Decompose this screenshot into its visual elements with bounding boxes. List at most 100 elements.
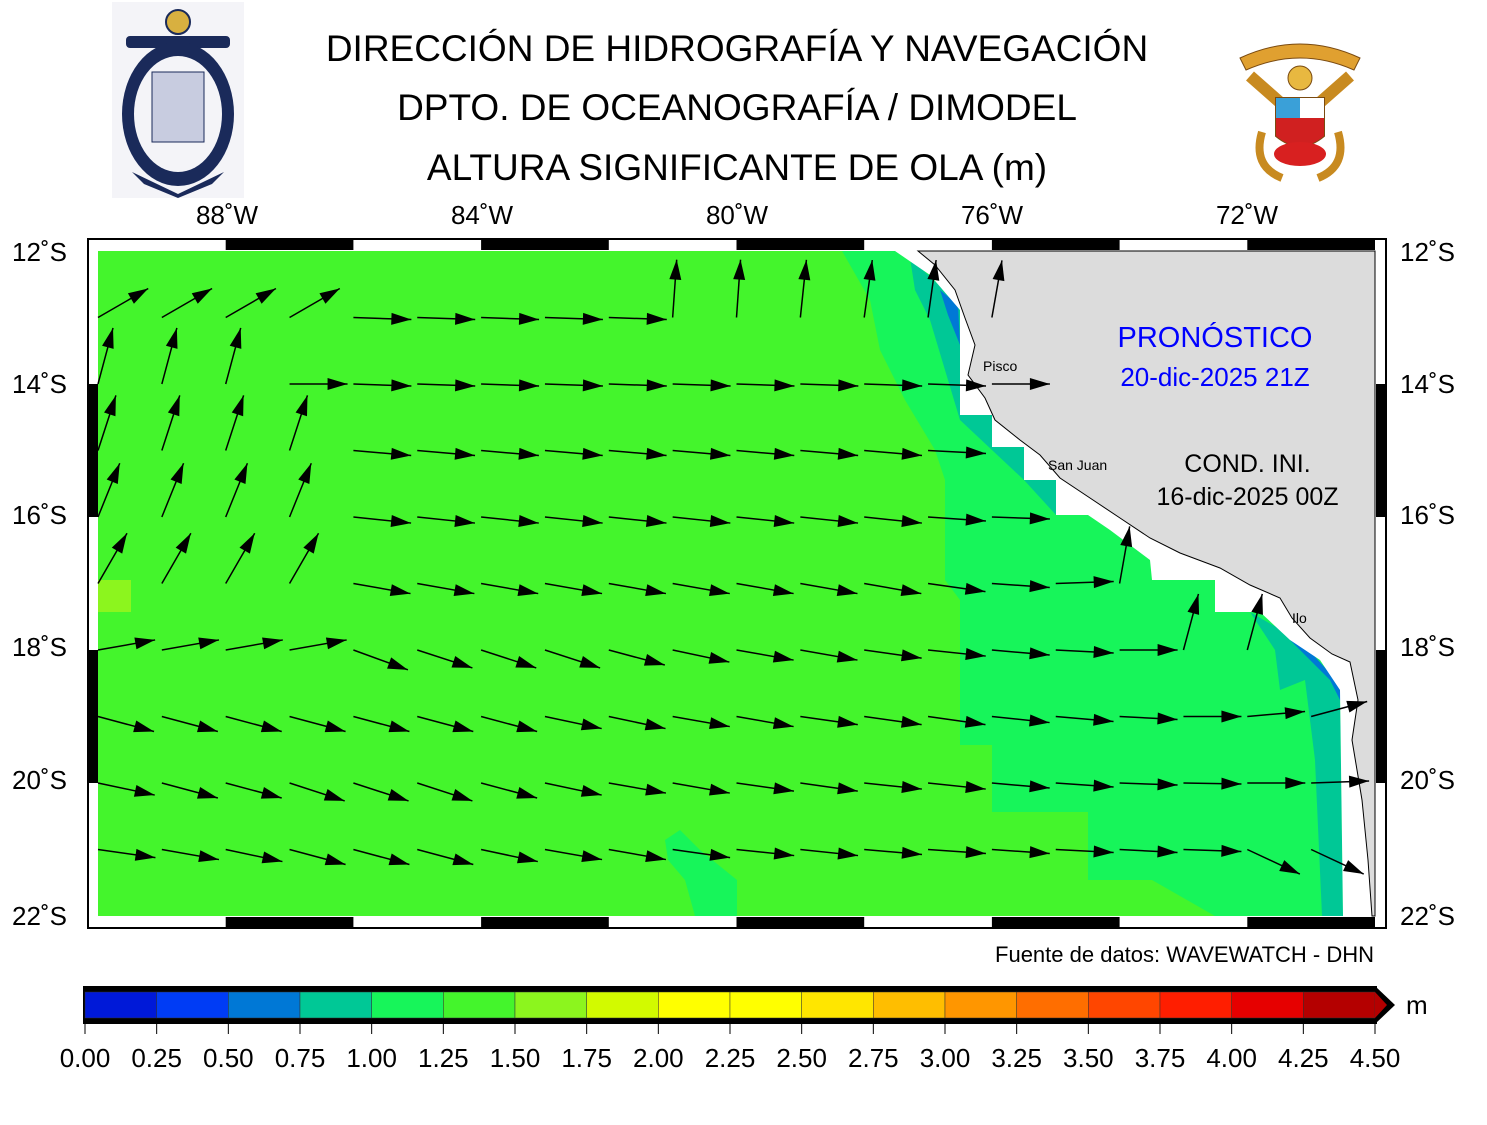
lon-label: 76˚W (960, 200, 1024, 230)
wave-direction-arrow (225, 715, 282, 733)
lat-label: 20˚S (12, 765, 67, 795)
header-line-2: DPTO. DE OCEANOGRAFÍA / DIMODEL (397, 87, 1077, 128)
frame-band (225, 917, 354, 927)
colorbar-swatch (944, 991, 1017, 1019)
colorbar-swatch (1303, 991, 1376, 1019)
wave-direction-arrow (991, 512, 1050, 525)
wave-direction-arrow (353, 715, 410, 733)
colorbar-tick-label: 1.50 (489, 1043, 541, 1073)
colorbar-swatch (1159, 991, 1232, 1019)
colorbar-tick-label: 3.75 (1134, 1043, 1186, 1073)
wave-direction-arrow (161, 287, 213, 319)
wave-direction-arrow (733, 259, 746, 318)
wave-direction-arrow (864, 379, 923, 392)
wave-direction-arrow (481, 379, 540, 392)
colorbar-swatch (586, 991, 659, 1019)
wave-direction-arrow (991, 647, 1050, 660)
wave-direction-arrow (161, 848, 220, 863)
wave-direction-arrow (1246, 848, 1301, 875)
frame-band (736, 917, 865, 927)
wave-direction-arrow (225, 637, 283, 651)
region-0.75-1.00 (910, 258, 1056, 515)
colorbar-tick-label: 3.00 (919, 1043, 971, 1073)
lat-label: 16˚S (12, 500, 67, 530)
wave-direction-arrows (97, 259, 1370, 875)
wave-direction-arrow (864, 715, 922, 728)
lon-label: 84˚W (450, 200, 514, 230)
wave-direction-arrow (481, 312, 540, 325)
wave-direction-arrow (928, 379, 987, 392)
wave-direction-arrow (353, 582, 411, 597)
wave-direction-arrow (417, 312, 476, 325)
wave-direction-arrow (480, 782, 538, 799)
wave-direction-arrow (608, 649, 666, 666)
wave-direction-arrow (1310, 700, 1368, 718)
wave-direction-arrow (1119, 712, 1178, 725)
lon-label: 80˚W (705, 200, 769, 230)
wave-direction-arrow (97, 782, 155, 797)
wave-direction-arrow (544, 582, 603, 597)
frame-band (991, 917, 1120, 927)
colorbar-swatch (156, 991, 229, 1019)
wave-direction-arrow (798, 259, 811, 318)
wave-direction-arrow (800, 379, 859, 392)
wave-direction-arrow (1183, 844, 1242, 857)
wave-direction-arrow (864, 649, 922, 662)
colorbar-tick-label: 0.00 (59, 1043, 111, 1073)
wave-direction-arrow (225, 287, 277, 319)
lat-label: 18˚S (1400, 632, 1455, 662)
wave-direction-arrow (1310, 848, 1365, 875)
colorbar-tick-label: 4.50 (1349, 1043, 1401, 1073)
colorbar-tick-label: 2.25 (704, 1043, 756, 1073)
lat-label: 14˚S (1400, 369, 1455, 399)
wave-direction-arrow (736, 582, 794, 597)
wave-direction-arrow (608, 848, 667, 863)
lat-label: 16˚S (1400, 500, 1455, 530)
wave-direction-arrow (288, 462, 312, 518)
lat-label: 22˚S (1400, 901, 1455, 931)
wave-direction-arrow (736, 379, 795, 392)
init-label: COND. INI. (1184, 450, 1311, 478)
wave-direction-arrow (417, 379, 476, 392)
colorbar-tick-label: 1.00 (346, 1043, 397, 1073)
wave-direction-arrow (927, 781, 986, 793)
colorbar-tick-label: 4.00 (1206, 1043, 1257, 1073)
colorbar-tick-label: 3.50 (1063, 1043, 1114, 1073)
wave-direction-arrow (288, 395, 309, 451)
colorbar-swatch (84, 991, 157, 1019)
wave-direction-arrow (544, 515, 603, 527)
lat-label: 20˚S (1400, 765, 1455, 795)
wave-direction-arrow (672, 379, 731, 392)
colorbar-tick-label: 0.75 (274, 1043, 326, 1073)
wave-direction-arrow (608, 782, 667, 796)
wave-direction-arrow (97, 327, 114, 385)
colorbar-swatch (514, 991, 587, 1019)
wave-direction-arrow (289, 637, 347, 651)
wave-direction-arrow (927, 513, 986, 526)
wave-direction-arrow (288, 532, 320, 584)
wave-direction-arrow (736, 649, 794, 663)
wave-direction-arrow (544, 715, 602, 731)
wave-direction-arrow (289, 287, 341, 319)
wave-direction-arrow (353, 312, 412, 325)
wave-direction-arrow (927, 648, 986, 660)
region-0.75-1.00-south (1250, 612, 1343, 916)
frame-band (225, 240, 354, 250)
colorbar-swatch (1231, 991, 1304, 1019)
wave-direction-arrow (224, 327, 242, 385)
wave-direction-arrow (800, 649, 858, 663)
colorbar-unit: m (1406, 990, 1428, 1020)
wave-direction-arrow (161, 637, 220, 651)
wave-direction-arrow (864, 781, 922, 793)
wave-direction-arrow (927, 846, 986, 859)
wave-direction-arrow (417, 715, 474, 733)
wave-direction-arrow (800, 715, 858, 728)
wave-direction-arrow (97, 715, 155, 733)
wave-direction-arrow (991, 580, 1050, 593)
wave-direction-arrow (544, 848, 603, 863)
wave-direction-arrow (800, 447, 859, 460)
wave-direction-arrow (417, 649, 473, 669)
wave-direction-arrow (672, 582, 730, 597)
wave-direction-arrow (608, 447, 667, 460)
